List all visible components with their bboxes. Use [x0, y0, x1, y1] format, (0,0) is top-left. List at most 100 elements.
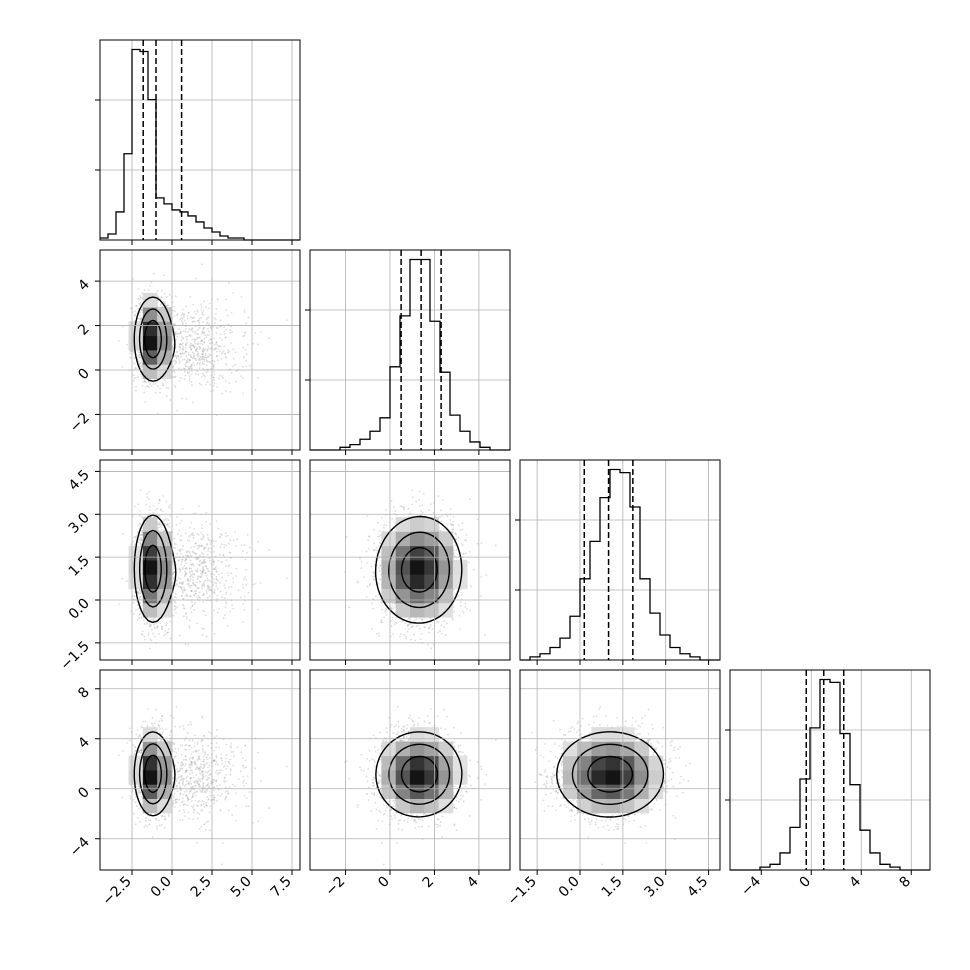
- scatter-point: [137, 592, 140, 595]
- scatter-point: [185, 593, 188, 596]
- scatter-point: [173, 547, 176, 550]
- scatter-point: [191, 534, 194, 536]
- scatter-point: [167, 519, 170, 521]
- scatter-point: [143, 379, 146, 381]
- scatter-point: [415, 625, 418, 628]
- scatter-point: [164, 518, 167, 521]
- scatter-point: [193, 352, 195, 355]
- scatter-point: [148, 647, 151, 650]
- scatter-point: [144, 380, 147, 383]
- scatter-point: [379, 564, 382, 567]
- density-panel: [118, 263, 288, 416]
- scatter-point: [189, 346, 192, 349]
- scatter-point: [199, 576, 202, 579]
- scatter-point: [245, 568, 247, 571]
- scatter-point: [199, 356, 202, 358]
- scatter-point: [187, 312, 190, 314]
- scatter-point: [137, 357, 139, 359]
- scatter-point: [138, 354, 141, 357]
- scatter-point: [205, 318, 208, 321]
- scatter-point: [150, 619, 152, 621]
- scatter-point: [134, 367, 137, 369]
- scatter-point: [175, 338, 177, 341]
- scatter-point: [177, 560, 180, 562]
- scatter-point: [178, 362, 181, 365]
- scatter-point: [207, 356, 210, 358]
- scatter-point: [140, 538, 143, 540]
- scatter-point: [231, 604, 233, 607]
- scatter-point: [198, 546, 201, 549]
- density-cell: [142, 602, 158, 618]
- scatter-point: [201, 574, 203, 577]
- scatter-point: [192, 551, 194, 554]
- scatter-point: [227, 565, 230, 568]
- scatter-point: [205, 592, 208, 595]
- scatter-point: [203, 349, 206, 352]
- grid-lines: [345, 250, 480, 450]
- scatter-point: [133, 379, 136, 382]
- scatter-point: [214, 566, 217, 569]
- scatter-point: [193, 545, 196, 548]
- scatter-point: [216, 611, 219, 614]
- scatter-point: [161, 510, 164, 513]
- scatter-point: [159, 526, 162, 529]
- scatter-point: [236, 538, 239, 541]
- scatter-point: [200, 383, 202, 386]
- scatter-point: [131, 277, 134, 280]
- scatter-point: [224, 390, 227, 392]
- scatter-point: [140, 317, 142, 320]
- scatter-point: [191, 575, 194, 578]
- scatter-point: [172, 309, 175, 312]
- scatter-point: [132, 541, 135, 543]
- scatter-point: [132, 374, 135, 377]
- scatter-point: [193, 534, 195, 537]
- scatter-point: [217, 559, 219, 562]
- scatter-point: [200, 544, 203, 547]
- scatter-point: [191, 321, 194, 323]
- scatter-point: [153, 626, 156, 628]
- scatter-point: [189, 534, 192, 537]
- scatter-point: [179, 377, 182, 380]
- scatter-point: [197, 352, 200, 355]
- scatter-point: [194, 601, 196, 604]
- scatter-point: [203, 560, 206, 563]
- scatter-point: [222, 349, 225, 352]
- scatter-point: [172, 323, 175, 326]
- scatter-point: [173, 609, 176, 611]
- scatter-point: [285, 319, 288, 322]
- scatter-point: [210, 589, 213, 592]
- scatter-point: [216, 598, 219, 600]
- scatter-point: [135, 385, 138, 388]
- scatter-point: [142, 619, 145, 622]
- scatter-point: [197, 319, 200, 321]
- scatter-point: [200, 575, 203, 578]
- scatter-point: [201, 321, 204, 323]
- scatter-point: [204, 356, 207, 359]
- scatter-point: [227, 352, 230, 355]
- scatter-point: [185, 567, 188, 569]
- scatter-point: [192, 563, 195, 565]
- scatter-point: [173, 605, 176, 608]
- scatter-point: [132, 350, 135, 353]
- scatter-point: [186, 594, 189, 597]
- scatter-point: [193, 310, 196, 313]
- scatter-point: [212, 379, 215, 381]
- scatter-point: [221, 534, 223, 536]
- scatter-point: [179, 346, 182, 349]
- scatter-point: [187, 554, 190, 557]
- histogram-panel-frame: [519, 459, 721, 661]
- scatter-point: [176, 409, 179, 412]
- scatter-point: [201, 566, 204, 568]
- scatter-point: [190, 546, 193, 549]
- scatter-point: [206, 587, 209, 590]
- scatter-point: [200, 524, 203, 526]
- scatter-point: [175, 578, 178, 581]
- scatter-point: [201, 627, 204, 630]
- scatter-point: [158, 632, 161, 635]
- scatter-point: [185, 562, 187, 565]
- scatter-point: [197, 373, 200, 376]
- scatter-point: [140, 318, 143, 321]
- scatter-point: [186, 539, 189, 541]
- scatter-point: [216, 359, 219, 362]
- scatter-point: [242, 586, 245, 589]
